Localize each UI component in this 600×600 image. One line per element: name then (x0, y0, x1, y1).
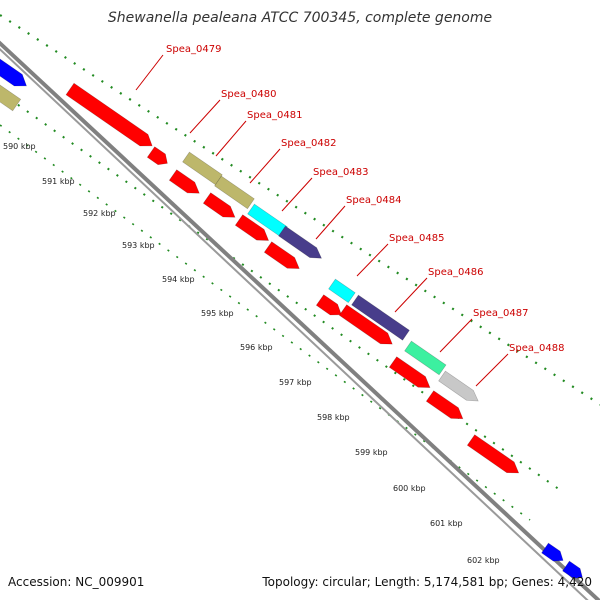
scale-label: 597 kbp (279, 378, 312, 387)
genome-backbone (0, 40, 600, 600)
callout-line (189, 99, 221, 134)
ticks-inner (0, 91, 561, 491)
gene-arrow-spea-0486 (351, 294, 410, 341)
gene-label: Spea_0485 (389, 233, 444, 244)
scale-label: 600 kbp (393, 484, 426, 493)
callout-line (475, 353, 509, 387)
gene-arrow-small-g (388, 356, 431, 388)
scale-ticks (0, 14, 600, 521)
gene-arrow-spea-0487 (404, 340, 447, 376)
gene-label: Spea_0486 (428, 267, 483, 278)
scale-label: 592 kbp (83, 209, 116, 218)
gene-arrow-spea-0485-lower (338, 304, 393, 345)
scale-label: 599 kbp (355, 448, 388, 457)
callout-line (439, 318, 473, 353)
callout-line (135, 54, 164, 91)
gene-label: Spea_0480 (221, 89, 276, 100)
gene-arrow-spea-0479 (65, 82, 153, 147)
scale-label: 590 kbp (3, 142, 36, 151)
gene-label: Spea_0483 (313, 167, 368, 178)
callout-line (249, 148, 281, 184)
scale-label: 601 kbp (430, 519, 463, 528)
gene-label: Spea_0482 (281, 138, 336, 149)
gene-label: Spea_0487 (473, 308, 528, 319)
scale-label: 602 kbp (467, 556, 500, 565)
map-title: Shewanella pealeana ATCC 700345, complet… (108, 10, 492, 26)
gene-label: Spea_0481 (247, 110, 302, 121)
backbone-line-outer (0, 40, 600, 600)
gene-arrow-spea-0488-lower (466, 434, 520, 474)
gene-arrow-small-b (168, 169, 200, 194)
gene-label: Spea_0484 (346, 195, 401, 206)
scale-label: 596 kbp (240, 343, 273, 352)
gene-arrow-spea-0481 (214, 175, 255, 210)
scale-label: 593 kbp (122, 241, 155, 250)
gene-arrow-blue-0489 (541, 542, 564, 562)
callout-line (315, 205, 346, 240)
scale-label: 598 kbp (317, 413, 350, 422)
gene-arrow-spea-0484 (328, 278, 356, 304)
backbone-line-inner (0, 48, 589, 600)
callout-line (394, 277, 428, 313)
gene-arrow-small-a (146, 146, 168, 166)
gene-label: Spea_0488 (509, 343, 564, 354)
scale-label: 595 kbp (201, 309, 234, 318)
genome-stats-text: Topology: circular; Length: 5,174,581 bp… (261, 575, 592, 589)
gene-arrow-small-f (315, 294, 342, 316)
gene-label: Spea_0479 (166, 44, 221, 55)
gene-arrow-tan-0478 (0, 84, 22, 112)
scale-label: 591 kbp (42, 177, 75, 186)
callout-line (281, 177, 313, 212)
scale-label: 594 kbp (162, 275, 195, 284)
gene-features (0, 58, 583, 579)
accession-text: Accession: NC_009901 (8, 575, 144, 589)
scale-labels: 590 kbp 591 kbp 592 kbp 593 kbp 594 kbp 595 k… (3, 142, 500, 565)
gene-arrow-blue-0477 (0, 58, 27, 87)
gene-arrow-small-c (202, 192, 236, 218)
gene-callouts: Spea_0479 Spea_0480 Spea_0481 Spea_0482 Spea… (135, 44, 564, 387)
gene-arrow-small-e (263, 241, 300, 269)
gene-arrow-small-h (425, 390, 464, 420)
ticks-outer (0, 14, 600, 406)
callout-line (356, 243, 389, 277)
gene-arrow-blue-0490 (562, 560, 583, 579)
gene-arrow-small-d (234, 214, 270, 241)
gene-arrow-spea-0488 (438, 370, 479, 402)
gene-arrow-spea-0483 (278, 225, 322, 259)
callout-line (215, 120, 247, 157)
